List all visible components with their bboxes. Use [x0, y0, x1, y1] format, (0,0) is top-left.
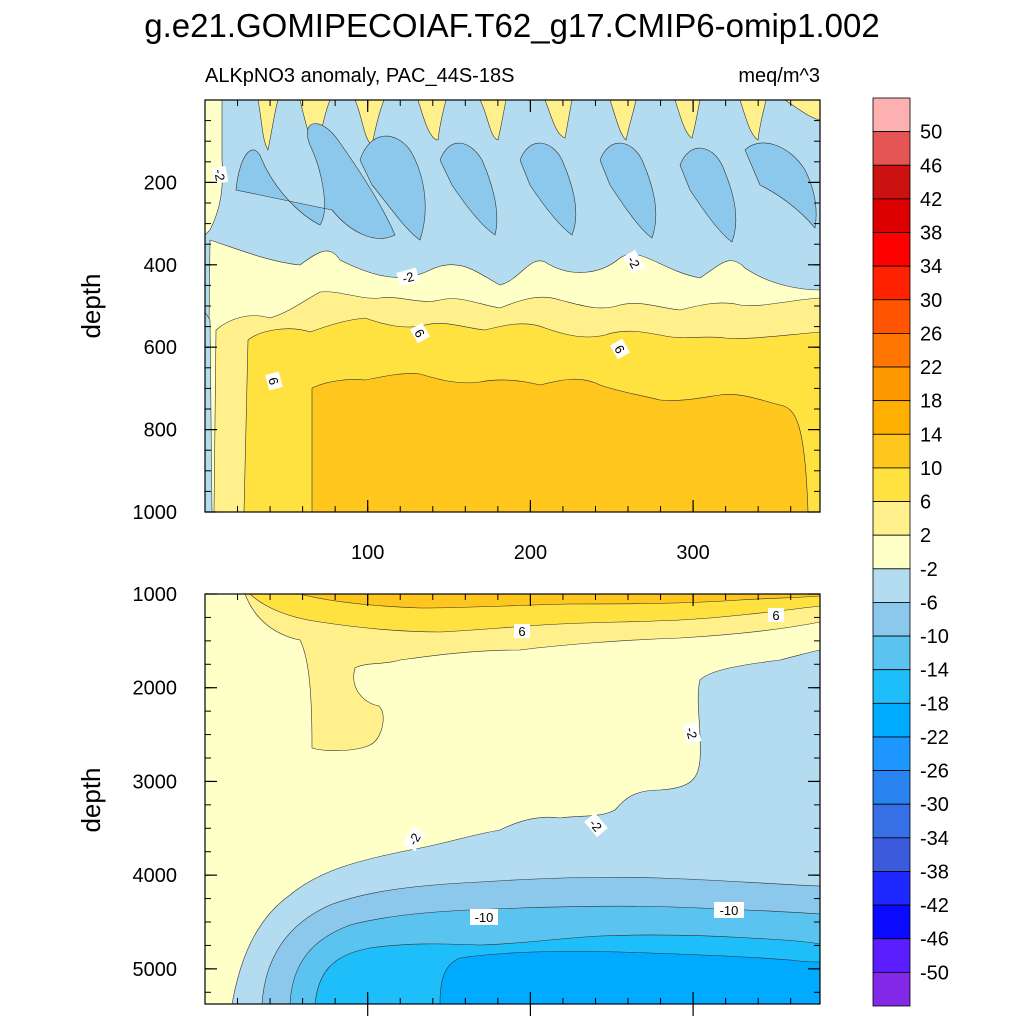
x-tick-label: 100	[351, 542, 384, 564]
contour-label: -10	[720, 903, 739, 918]
lower-region-neg18	[439, 950, 820, 1004]
colorbar-label: -38	[920, 861, 949, 883]
contour-label: 6	[518, 624, 525, 639]
colorbar-label: 22	[920, 357, 942, 379]
colorbar-swatch	[872, 837, 911, 872]
colorbar-swatch	[872, 568, 911, 603]
colorbar-swatch	[872, 602, 911, 637]
colorbar-swatch	[872, 333, 911, 368]
colorbar-swatch	[872, 299, 911, 334]
lower-panel	[205, 594, 820, 1004]
y-tick-label: 200	[144, 172, 177, 194]
y-tick-label: 3000	[133, 771, 178, 793]
colorbar-swatch	[872, 534, 911, 570]
chart-subtitle: ALKpNO3 anomaly, PAC_44S-18S	[205, 65, 514, 87]
colorbar-label: 50	[920, 122, 942, 144]
colorbar-label: -2	[920, 559, 938, 581]
upper-y-axis-label: depth	[76, 273, 106, 338]
colorbar-label: 34	[920, 256, 942, 278]
lower-region-pos2	[244, 594, 820, 751]
colorbar-label: -46	[920, 929, 949, 951]
x-tick-label: 300	[676, 542, 709, 564]
y-tick-label: 400	[144, 255, 177, 277]
contour-label: -2	[683, 726, 700, 741]
colorbar-swatch	[872, 265, 911, 301]
colorbar-label: 18	[920, 391, 942, 413]
contour-label: -2	[211, 168, 228, 182]
y-tick-label: 600	[144, 337, 177, 359]
chart-units: meq/m^3	[738, 65, 820, 87]
colorbar-label: -50	[920, 962, 949, 984]
colorbar-label: -34	[920, 828, 949, 850]
contour-label: 6	[772, 608, 779, 623]
x-tick-label: 200	[514, 542, 547, 564]
colorbar-swatch	[872, 736, 911, 771]
colorbar-swatch	[872, 938, 911, 973]
colorbar-label: -30	[920, 794, 949, 816]
upper-region-neg6	[235, 123, 817, 243]
colorbar-swatch	[872, 366, 911, 402]
colorbar-label: 14	[920, 424, 942, 446]
colorbar-swatch	[872, 198, 911, 233]
colorbar-swatch	[872, 635, 911, 671]
colorbar-swatch	[872, 669, 911, 704]
colorbar-label: -22	[920, 727, 949, 749]
colorbar-swatch	[872, 97, 911, 133]
contour-label: -2	[401, 269, 416, 286]
colorbar-label: 42	[920, 189, 942, 211]
colorbar-label: 38	[920, 223, 942, 245]
upper-region-edge-blue	[205, 311, 213, 512]
y-tick-label: 800	[144, 420, 177, 442]
colorbar-label: 30	[920, 290, 942, 312]
colorbar-swatch	[872, 501, 911, 536]
colorbar-swatch	[872, 904, 911, 940]
colorbar-label: 10	[920, 458, 942, 480]
colorbar-swatch	[872, 433, 911, 469]
y-tick-label: 1000	[133, 502, 178, 524]
lower-region-pos10	[299, 594, 820, 609]
colorbar-swatch	[872, 232, 911, 267]
contour-label: 6	[265, 376, 281, 387]
y-tick-label: 2000	[133, 678, 178, 700]
colorbar-label: 46	[920, 155, 942, 177]
upper-axis: 200 400 600 800 1000 100 200 300	[133, 99, 820, 564]
colorbar-swatch	[872, 702, 911, 738]
colorbar-label: -42	[920, 895, 949, 917]
colorbar-swatch	[872, 131, 911, 166]
colorbar-swatch	[872, 871, 911, 906]
colorbar-label: -10	[920, 626, 949, 648]
upper-region-pos10	[311, 373, 809, 512]
lower-y-axis-label: depth	[76, 767, 106, 832]
y-tick-label: 4000	[133, 865, 178, 887]
colorbar-swatch	[872, 467, 911, 502]
chart-title: g.e21.GOMIPECOIAF.T62_g17.CMIP6-omip1.00…	[144, 7, 880, 44]
colorbar-label: 2	[920, 525, 931, 547]
colorbar-swatch	[872, 164, 911, 200]
colorbar-label: -14	[920, 660, 949, 682]
y-tick-label: 1000	[133, 584, 178, 606]
contour-label: -10	[475, 910, 494, 925]
upper-panel	[205, 100, 820, 512]
upper-contour-labels: -2 -2 -2 6 6 6	[211, 165, 646, 391]
colorbar-swatch	[872, 971, 911, 1007]
colorbar-label: 6	[920, 492, 931, 514]
colorbar-swatch	[872, 803, 911, 839]
colorbar-swatch	[872, 400, 911, 435]
lower-axis: 1000 2000 3000 4000 5000	[133, 584, 820, 1016]
colorbar: 50 46 42 38 34 30 26 22 18 14 10 6 2 -2 -6 -10 -14 -18 -22…	[872, 97, 949, 1007]
lower-contour-labels: 6 6 -2 -2 -2 -10 -10	[402, 608, 784, 925]
colorbar-label: -6	[920, 592, 938, 614]
lower-panel-frame	[204, 593, 821, 1005]
y-tick-label: 5000	[133, 959, 178, 981]
colorbar-label: -26	[920, 761, 949, 783]
colorbar-label: -18	[920, 693, 949, 715]
colorbar-label: 26	[920, 323, 942, 345]
colorbar-swatch	[872, 770, 911, 805]
